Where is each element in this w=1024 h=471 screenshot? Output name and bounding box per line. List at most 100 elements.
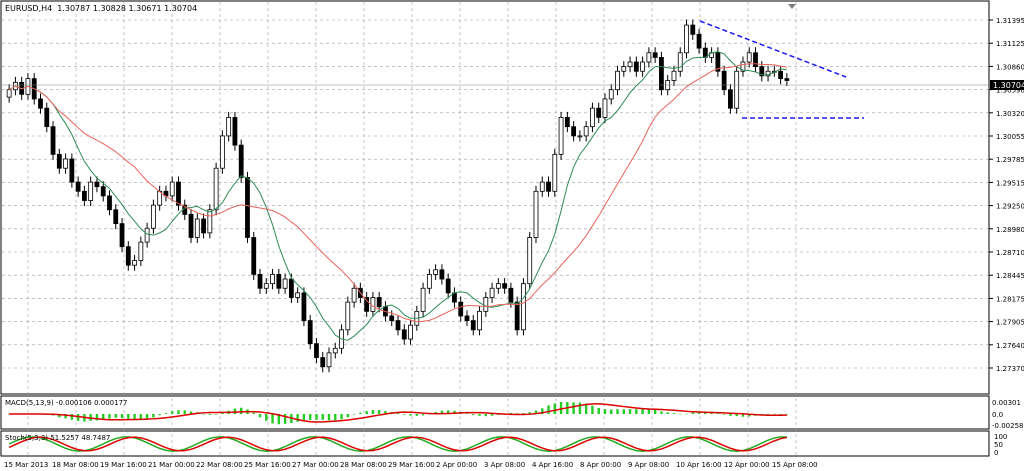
candle-body xyxy=(778,70,783,80)
candle-body xyxy=(640,61,646,72)
candle-body xyxy=(194,218,200,238)
macd-bar xyxy=(641,408,644,414)
candle-body xyxy=(38,98,43,109)
stoch-main-line xyxy=(8,436,787,452)
candle-body xyxy=(696,33,702,49)
candle-body xyxy=(715,52,721,72)
candle-body xyxy=(107,195,112,211)
candle-body xyxy=(753,52,758,68)
candle-body xyxy=(596,107,602,118)
candle-body xyxy=(728,89,733,109)
macd-bar xyxy=(584,403,588,414)
macd-bar xyxy=(741,414,745,417)
candle-body xyxy=(558,117,564,155)
time-tick-label: 15 Apr 08:00 xyxy=(772,461,818,469)
fast-moving-average xyxy=(8,51,787,341)
macd-bar xyxy=(70,414,74,420)
macd-bar xyxy=(133,414,136,420)
symbol-timeframe: EURUSD,H4 xyxy=(5,4,52,13)
price-tick-label: 1.31395 xyxy=(996,17,1024,25)
macd-bar xyxy=(58,414,61,418)
descending-trendline[interactable] xyxy=(699,20,847,78)
time-tick-label: 22 Mar 08:00 xyxy=(196,461,243,469)
candle-body xyxy=(75,181,81,192)
candle-body xyxy=(583,126,589,137)
macd-bar xyxy=(547,405,550,414)
macd-bar xyxy=(697,411,701,414)
price-tick-label: 1.28175 xyxy=(996,295,1024,303)
candle-body xyxy=(6,89,12,98)
candle-body xyxy=(433,269,439,275)
macd-bar xyxy=(440,410,444,414)
candle-body xyxy=(395,320,401,331)
time-axis: 15 Mar 2013 18 Mar 08:00 19 Mar 16:00 21 Ma… xyxy=(4,461,818,469)
macd-bar xyxy=(716,413,720,414)
macd-bar xyxy=(302,414,306,421)
candle-body xyxy=(320,357,326,368)
macd-bar xyxy=(252,412,255,414)
stoch-panel-frame xyxy=(0,430,990,457)
candle-body xyxy=(132,260,137,266)
candle-body xyxy=(489,287,495,298)
price-tick-label: 1.27370 xyxy=(996,365,1024,373)
current-price-box xyxy=(990,80,1024,90)
chart-shift-marker[interactable] xyxy=(788,4,796,9)
candle-body xyxy=(295,292,301,298)
price-tick-label: 1.29785 xyxy=(996,156,1024,164)
macd-bar xyxy=(465,413,469,414)
macd-bar xyxy=(315,414,318,420)
candle-body xyxy=(502,283,508,289)
candle-body xyxy=(740,61,746,72)
macd-bar xyxy=(164,413,168,414)
candle-body xyxy=(608,89,614,100)
candle-body xyxy=(364,297,370,312)
candle-body xyxy=(100,186,106,197)
candle-body xyxy=(439,269,445,280)
candle-body xyxy=(615,70,620,91)
candle-body xyxy=(445,278,451,294)
candle-body xyxy=(138,241,144,261)
time-tick-label: 29 Mar 16:00 xyxy=(388,461,435,469)
candle-body xyxy=(470,320,476,331)
macd-bar xyxy=(591,405,594,414)
candle-body xyxy=(251,237,257,275)
macd-bar xyxy=(258,414,262,418)
macd-bar xyxy=(622,409,625,414)
candle-body xyxy=(150,204,156,229)
macd-bar xyxy=(679,413,682,415)
macd-bar xyxy=(553,403,556,414)
macd-bar xyxy=(158,414,161,416)
candle-body xyxy=(270,274,275,285)
price-tick-label: 1.28980 xyxy=(996,226,1024,234)
macd-bar xyxy=(145,414,149,420)
candle-body xyxy=(652,52,658,58)
candle-body xyxy=(314,343,319,358)
candle-body xyxy=(646,52,652,63)
macd-bar xyxy=(76,414,80,421)
macd-bar xyxy=(352,414,356,415)
candle-body xyxy=(125,246,131,266)
macd-bar xyxy=(446,410,450,414)
macd-bar xyxy=(490,414,494,416)
time-tick-label: 12 Apr 00:00 xyxy=(724,461,770,469)
macd-bar xyxy=(214,414,218,415)
macd-bar xyxy=(334,414,337,421)
macd-bar xyxy=(108,414,111,419)
macd-bar xyxy=(377,410,381,414)
candle-body xyxy=(577,135,583,138)
candle-body xyxy=(495,283,501,289)
candle-body xyxy=(238,144,244,178)
macd-bar xyxy=(265,414,268,421)
time-tick-label: 18 Mar 08:00 xyxy=(52,461,99,469)
macd-bar xyxy=(233,408,237,414)
macd-bar xyxy=(171,411,174,414)
macd-bar xyxy=(95,414,99,421)
candle-body xyxy=(621,66,627,72)
price-tick-label: 1.30590 xyxy=(996,87,1024,95)
macd-axis: 0.00301 0.0 -0.00258 xyxy=(992,399,1023,430)
candle-body xyxy=(213,167,219,211)
macd-bar xyxy=(102,414,105,420)
